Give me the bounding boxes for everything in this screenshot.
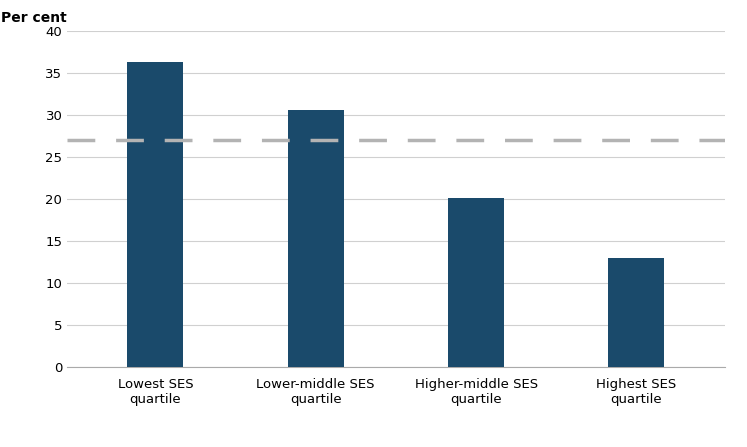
Bar [448,198,504,367]
Bar [608,257,665,367]
Text: Per cent: Per cent [1,11,67,25]
Bar [288,110,344,367]
Bar [127,62,184,367]
